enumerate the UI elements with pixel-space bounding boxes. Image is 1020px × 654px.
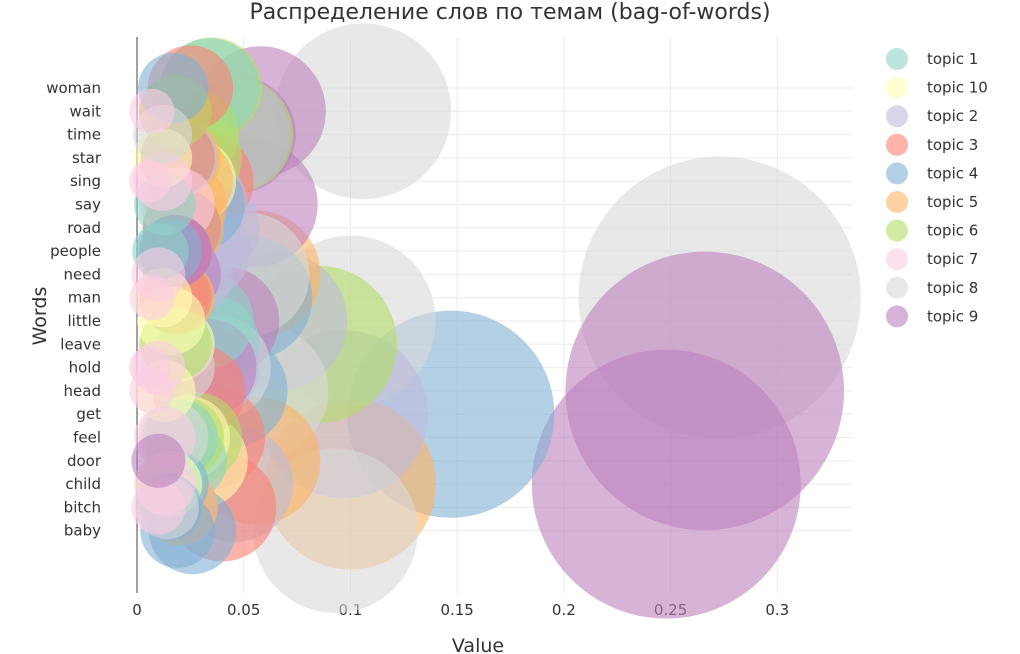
y-tick-label: people — [50, 242, 101, 260]
legend-item-topic-5[interactable]: topic 5 — [886, 191, 978, 213]
legend-label: topic 7 — [927, 250, 978, 268]
bubble-topic-9-child[interactable] — [531, 349, 801, 619]
y-tick-label: sing — [70, 172, 101, 190]
y-tick-label: wait — [69, 102, 101, 120]
y-tick-label: little — [68, 312, 102, 330]
legend-label: topic 9 — [927, 307, 978, 325]
legend-marker — [886, 219, 908, 242]
y-tick-label: bitch — [64, 498, 101, 516]
legend-item-topic-10[interactable]: topic 10 — [886, 76, 988, 99]
bubble-topic-9-door[interactable] — [131, 433, 186, 488]
chart-title: Распределение слов по темам (bag-of-word… — [249, 0, 770, 25]
legend-marker — [886, 105, 908, 128]
legend-label: topic 5 — [927, 193, 978, 211]
y-tick-label: star — [72, 149, 102, 167]
y-tick-label: feel — [73, 429, 101, 447]
legend-label: topic 4 — [927, 164, 978, 182]
legend-item-topic-1[interactable]: topic 1 — [886, 48, 978, 70]
x-tick-label: 0.05 — [227, 601, 260, 619]
y-tick-label: road — [67, 219, 101, 237]
legend-label: topic 3 — [927, 136, 978, 154]
legend-marker — [886, 248, 908, 271]
y-tick-label: hold — [69, 359, 101, 377]
y-tick-label: need — [64, 265, 102, 283]
x-tick-label: 0 — [132, 601, 142, 619]
legend-marker — [886, 133, 908, 156]
x-tick-label: 0.15 — [440, 601, 473, 619]
legend-label: topic 8 — [927, 279, 978, 297]
x-tick-label: 0.3 — [765, 601, 789, 619]
bubbles-layer — [128, 23, 861, 619]
legend[interactable]: topic 1 topic 10 topic 2 topic 3 topic 4 topi… — [886, 48, 988, 328]
legend-item-topic-9[interactable]: topic 9 — [886, 305, 978, 328]
y-tick-label: say — [75, 196, 101, 214]
legend-marker — [886, 162, 908, 185]
bubble-topic-7-wait[interactable] — [129, 88, 175, 134]
y-tick-label: baby — [64, 522, 101, 540]
bubble-topic-7-man[interactable] — [129, 275, 175, 321]
legend-marker — [886, 305, 908, 328]
y-axis-label: Words — [29, 287, 51, 346]
legend-marker — [886, 276, 908, 299]
bubble-topic-7-sing[interactable] — [128, 160, 171, 203]
y-axis-tick-labels: woman wait time star sing say road people need ma… — [46, 79, 102, 540]
legend-item-topic-3[interactable]: topic 3 — [886, 133, 978, 156]
y-tick-label: woman — [46, 79, 101, 97]
bubble-topic-7-bitch[interactable] — [131, 480, 186, 535]
legend-label: topic 2 — [927, 107, 978, 125]
legend-item-topic-6[interactable]: topic 6 — [886, 219, 978, 242]
x-tick-label: 0.2 — [552, 601, 576, 619]
y-tick-label: leave — [60, 335, 101, 353]
y-tick-label: man — [68, 289, 101, 307]
legend-item-topic-4[interactable]: topic 4 — [886, 162, 978, 185]
legend-item-topic-2[interactable]: topic 2 — [886, 105, 978, 128]
y-tick-label: get — [76, 405, 101, 423]
x-axis-label: Value — [452, 635, 504, 654]
bubble-topic-7-hold[interactable] — [128, 346, 171, 389]
y-tick-label: door — [67, 452, 102, 470]
y-tick-label: head — [64, 382, 101, 400]
bubble-topic-8-wait[interactable] — [275, 23, 452, 200]
legend-label: topic 6 — [927, 222, 978, 240]
legend-marker — [886, 191, 908, 213]
y-tick-label: child — [65, 475, 101, 493]
legend-item-topic-8[interactable]: topic 8 — [886, 276, 978, 299]
legend-marker — [886, 48, 908, 70]
legend-marker — [886, 76, 908, 99]
legend-label: topic 10 — [927, 79, 988, 97]
legend-item-topic-7[interactable]: topic 7 — [886, 248, 978, 271]
legend-label: topic 1 — [927, 50, 978, 68]
y-tick-label: time — [67, 126, 101, 144]
